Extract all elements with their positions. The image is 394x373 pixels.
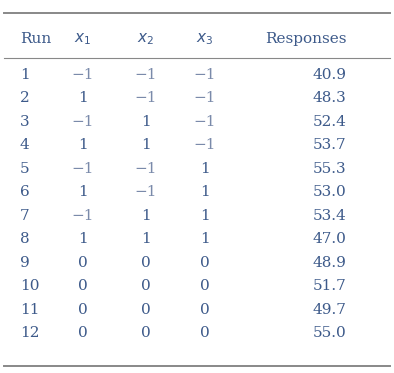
Text: 48.9: 48.9 — [313, 256, 347, 270]
Text: 0: 0 — [78, 303, 87, 317]
Text: −1: −1 — [71, 68, 94, 82]
Text: 0: 0 — [141, 303, 151, 317]
Text: −1: −1 — [193, 138, 216, 152]
Text: Run: Run — [20, 32, 51, 46]
Text: −1: −1 — [71, 209, 94, 223]
Text: 51.7: 51.7 — [313, 279, 347, 293]
Text: 0: 0 — [78, 279, 87, 293]
Text: −1: −1 — [71, 162, 94, 176]
Text: 52.4: 52.4 — [313, 115, 347, 129]
Text: −1: −1 — [134, 68, 157, 82]
Text: 1: 1 — [141, 115, 151, 129]
Text: 5: 5 — [20, 162, 29, 176]
Text: 1: 1 — [200, 185, 210, 199]
Text: 10: 10 — [20, 279, 39, 293]
Text: 53.0: 53.0 — [313, 185, 347, 199]
Text: 1: 1 — [78, 185, 87, 199]
Text: 1: 1 — [141, 209, 151, 223]
Text: 53.4: 53.4 — [313, 209, 347, 223]
Text: 7: 7 — [20, 209, 29, 223]
Text: $x_1$: $x_1$ — [74, 31, 91, 47]
Text: 1: 1 — [200, 209, 210, 223]
Text: −1: −1 — [134, 185, 157, 199]
Text: −1: −1 — [71, 115, 94, 129]
Text: 8: 8 — [20, 232, 29, 246]
Text: 47.0: 47.0 — [313, 232, 347, 246]
Text: 1: 1 — [20, 68, 30, 82]
Text: 55.0: 55.0 — [313, 326, 347, 340]
Text: −1: −1 — [193, 68, 216, 82]
Text: 0: 0 — [141, 326, 151, 340]
Text: 1: 1 — [78, 232, 87, 246]
Text: 1: 1 — [200, 232, 210, 246]
Text: 1: 1 — [200, 162, 210, 176]
Text: 55.3: 55.3 — [313, 162, 347, 176]
Text: 6: 6 — [20, 185, 30, 199]
Text: −1: −1 — [134, 162, 157, 176]
Text: 12: 12 — [20, 326, 39, 340]
Text: −1: −1 — [193, 115, 216, 129]
Text: 0: 0 — [141, 279, 151, 293]
Text: 3: 3 — [20, 115, 29, 129]
Text: 1: 1 — [141, 232, 151, 246]
Text: 9: 9 — [20, 256, 30, 270]
Text: 53.7: 53.7 — [313, 138, 347, 152]
Text: 0: 0 — [78, 326, 87, 340]
Text: 40.9: 40.9 — [313, 68, 347, 82]
Text: 0: 0 — [78, 256, 87, 270]
Text: 0: 0 — [200, 256, 210, 270]
Text: 1: 1 — [78, 138, 87, 152]
Text: 2: 2 — [20, 91, 30, 105]
Text: 4: 4 — [20, 138, 30, 152]
Text: $x_2$: $x_2$ — [137, 31, 154, 47]
Text: Responses: Responses — [265, 32, 347, 46]
Text: 1: 1 — [78, 91, 87, 105]
Text: −1: −1 — [134, 91, 157, 105]
Text: $x_3$: $x_3$ — [196, 31, 214, 47]
Text: 48.3: 48.3 — [313, 91, 347, 105]
Text: −1: −1 — [193, 91, 216, 105]
Text: 0: 0 — [200, 303, 210, 317]
Text: 0: 0 — [141, 256, 151, 270]
Text: 0: 0 — [200, 326, 210, 340]
Text: 11: 11 — [20, 303, 39, 317]
Text: 1: 1 — [141, 138, 151, 152]
Text: 49.7: 49.7 — [313, 303, 347, 317]
Text: 0: 0 — [200, 279, 210, 293]
